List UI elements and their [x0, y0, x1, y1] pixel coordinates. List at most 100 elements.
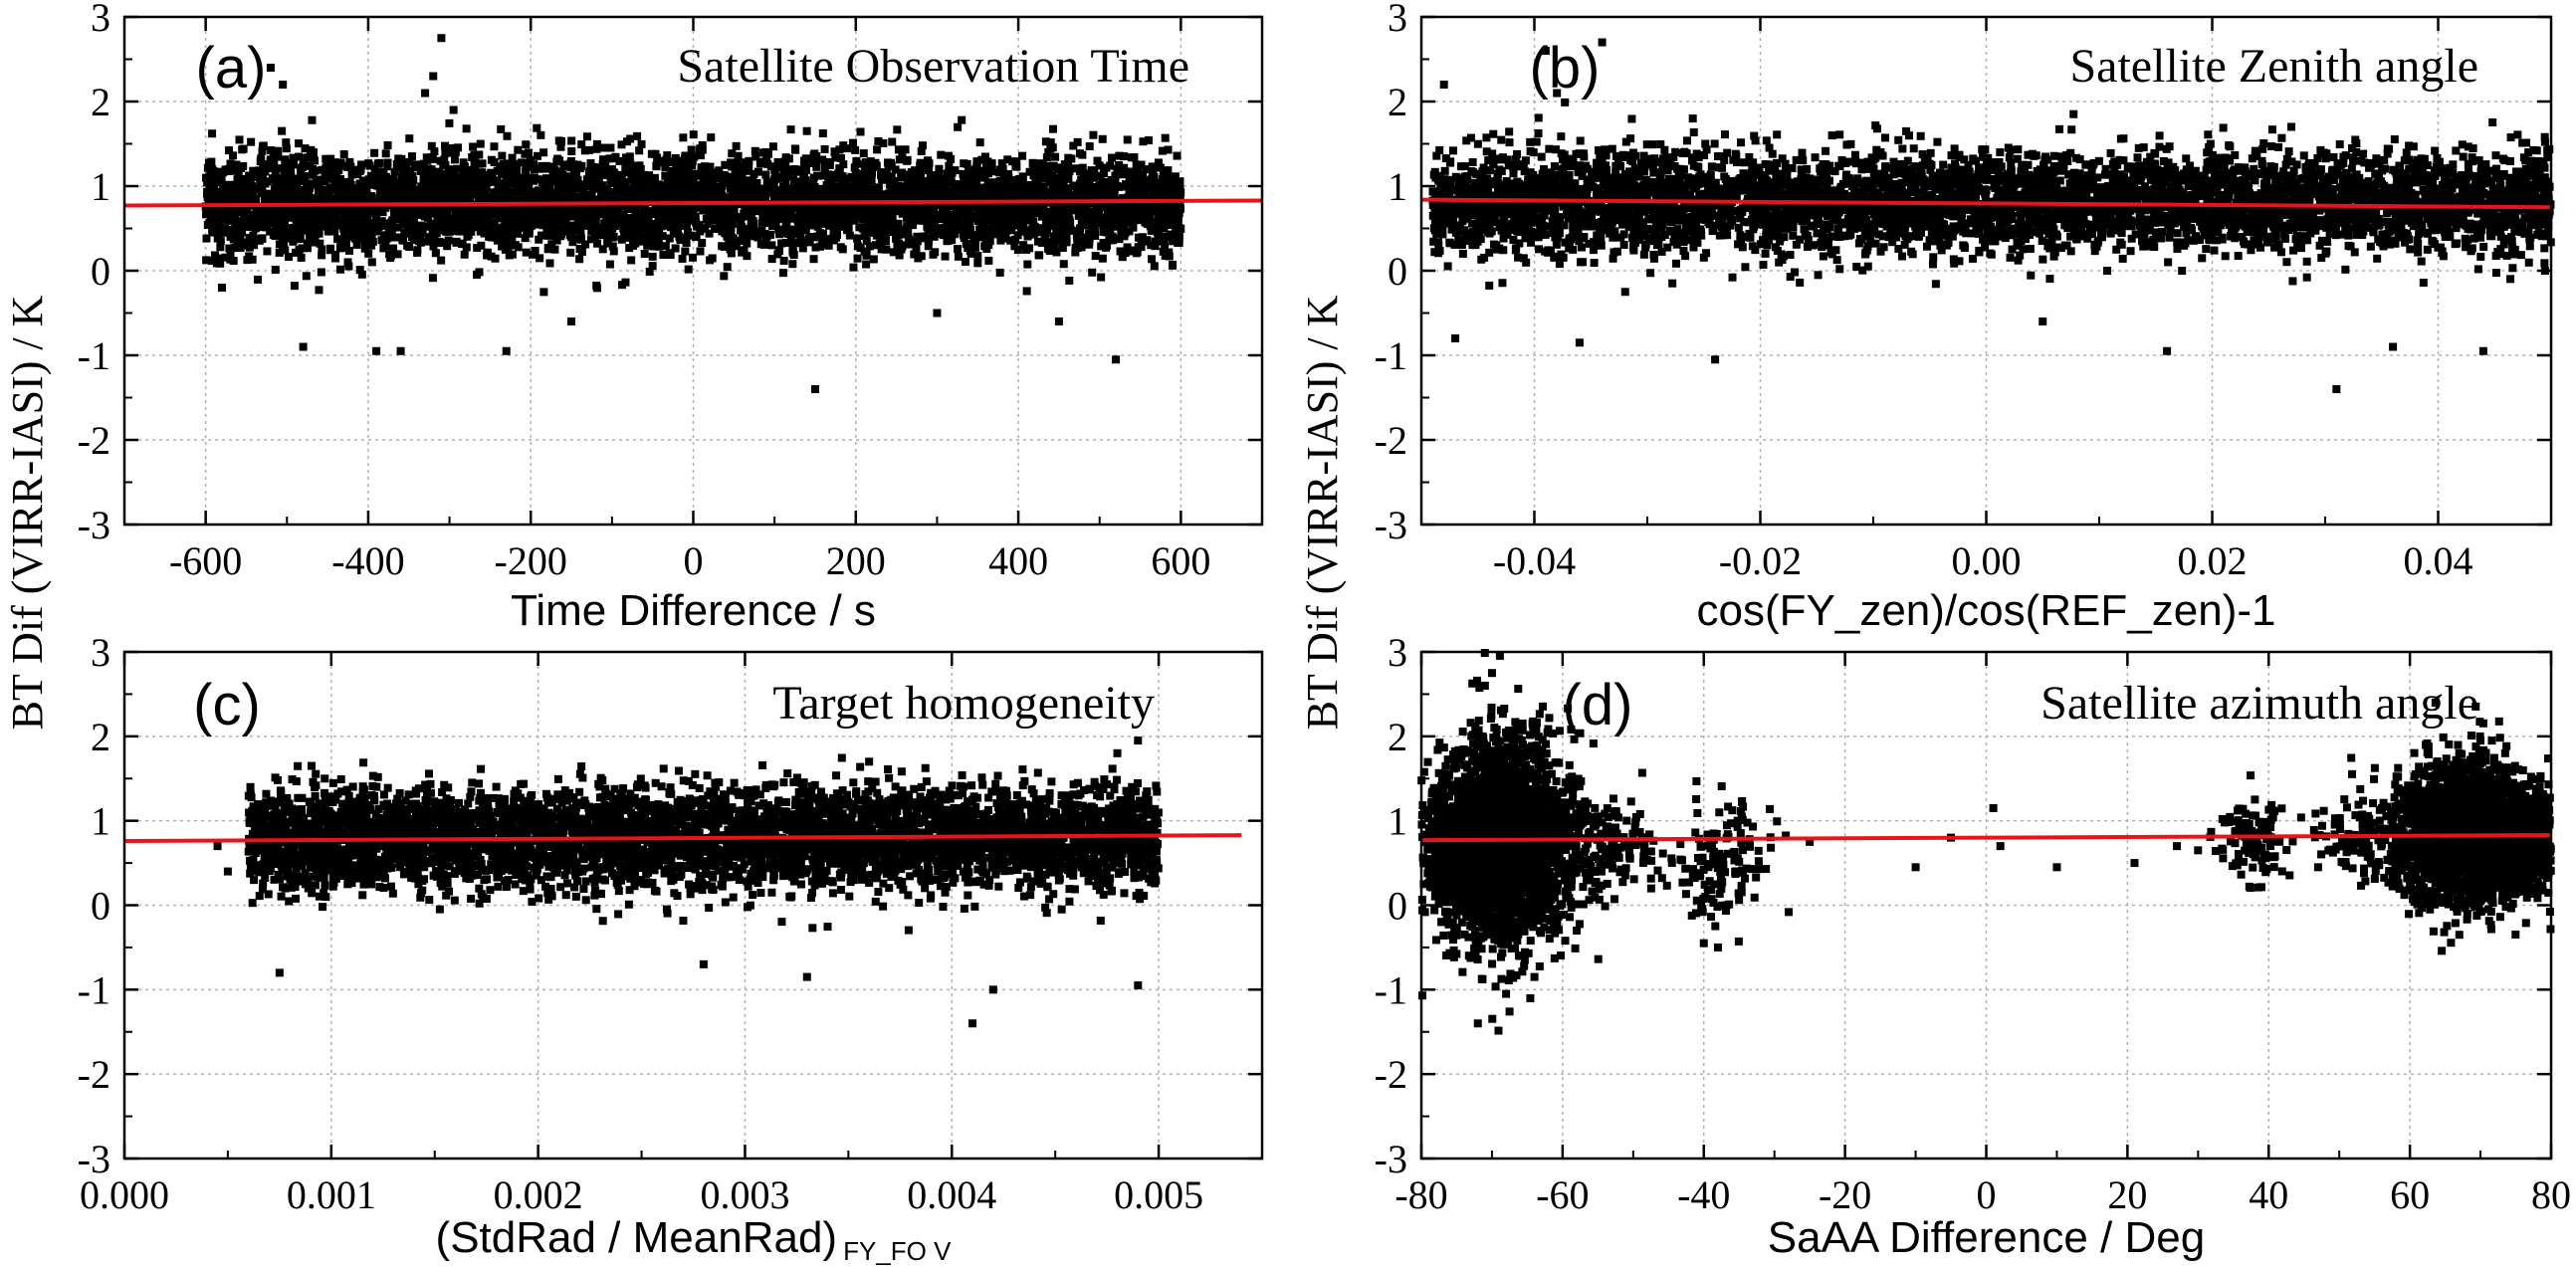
data-point [537, 231, 546, 240]
data-point [1176, 224, 1184, 233]
data-point [295, 139, 304, 148]
data-point [204, 187, 213, 196]
data-point [257, 181, 266, 190]
data-point [1133, 184, 1142, 193]
data-point [732, 141, 741, 150]
data-point [1148, 162, 1157, 171]
data-point [411, 193, 420, 202]
data-point [519, 197, 528, 206]
data-point [394, 154, 403, 163]
data-point [249, 166, 258, 175]
data-point [1045, 164, 1054, 173]
data-point [523, 229, 532, 238]
data-point [1013, 231, 1022, 240]
data-point [311, 238, 320, 247]
data-point [344, 262, 353, 271]
data-point [360, 244, 369, 253]
data-point [625, 152, 634, 161]
data-point [1161, 133, 1170, 142]
data-point [778, 269, 787, 278]
data-point [385, 250, 394, 259]
data-point [236, 194, 245, 203]
data-point [1056, 206, 1065, 215]
data-point [996, 229, 1005, 238]
data-point [1006, 236, 1015, 245]
data-point [980, 214, 989, 223]
data-point [981, 232, 990, 241]
data-point [1028, 158, 1037, 167]
data-point [245, 194, 254, 203]
data-point [643, 216, 652, 225]
data-point [409, 218, 418, 227]
data-point [206, 213, 215, 222]
data-point [1123, 135, 1132, 144]
data-point [1151, 237, 1160, 246]
data-point [1040, 174, 1049, 183]
data-point [885, 192, 894, 201]
data-point [917, 146, 926, 155]
data-point [720, 272, 729, 281]
data-point [775, 174, 784, 183]
data-point [297, 253, 306, 262]
data-point [608, 233, 617, 242]
data-point [1090, 168, 1099, 177]
data-point [436, 238, 445, 247]
data-point [259, 141, 268, 150]
data-point [1164, 145, 1173, 154]
data-point [615, 216, 624, 225]
data-point [859, 149, 868, 158]
data-point [831, 153, 840, 162]
data-point [1005, 209, 1014, 218]
data-point [827, 180, 836, 189]
data-point [723, 232, 732, 241]
data-point [650, 206, 659, 215]
data-point [449, 165, 458, 174]
data-point [433, 205, 442, 214]
data-point [576, 224, 585, 233]
data-point [806, 208, 815, 217]
data-point [659, 201, 668, 210]
data-point [483, 251, 492, 260]
data-point [412, 185, 421, 194]
data-point [1097, 273, 1106, 282]
data-point [488, 233, 497, 242]
data-point [727, 158, 736, 167]
data-point [614, 188, 623, 197]
data-point [929, 222, 938, 231]
data-point [858, 177, 867, 186]
data-point [364, 249, 373, 258]
data-point [380, 193, 389, 202]
data-points [201, 34, 1185, 393]
data-point [654, 214, 663, 223]
data-point [707, 133, 716, 142]
data-point [292, 183, 301, 192]
data-point [342, 208, 351, 217]
data-point [1109, 222, 1118, 231]
data-point [383, 140, 392, 149]
data-point [739, 230, 748, 239]
data-point [250, 241, 259, 250]
data-point [918, 164, 927, 173]
data-point [309, 151, 318, 160]
data-point [894, 230, 903, 239]
data-point [655, 242, 664, 251]
data-point [686, 160, 695, 169]
data-point [691, 169, 700, 178]
data-point [570, 234, 579, 243]
data-point [837, 153, 846, 162]
data-point [1001, 234, 1010, 243]
data-point [541, 161, 550, 170]
data-point [1158, 146, 1167, 155]
data-point [737, 190, 746, 199]
data-point [330, 158, 339, 167]
data-point [772, 192, 781, 201]
data-point [681, 151, 690, 160]
data-point [1124, 218, 1133, 227]
data-point [799, 162, 808, 171]
data-point [662, 215, 671, 224]
data-point [947, 210, 956, 219]
data-point [1069, 141, 1078, 150]
data-point [741, 203, 750, 212]
data-point [862, 237, 871, 246]
data-point [524, 210, 533, 219]
